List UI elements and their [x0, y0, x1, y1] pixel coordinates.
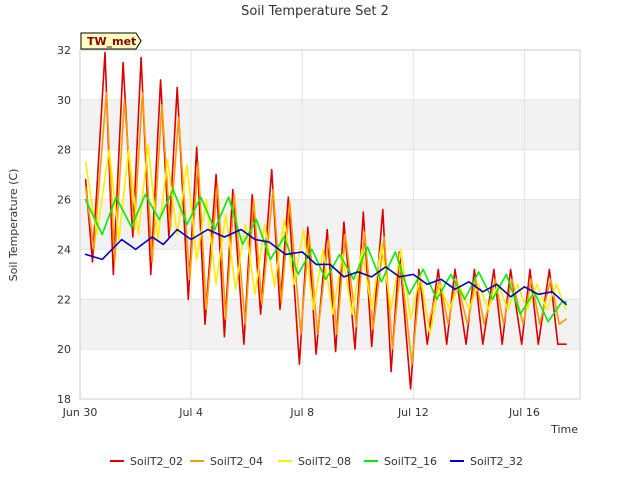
plot-background — [80, 50, 580, 399]
legend: SoilT2_02 SoilT2_04 SoilT2_08 SoilT2_16 Soil… — [110, 455, 523, 468]
x-tick-label: Jun 30 — [62, 406, 98, 419]
site-badge: TW_met — [80, 32, 142, 50]
y-tick-label: 20 — [57, 343, 71, 356]
shaded-band-0 — [80, 299, 580, 350]
legend-item-soilt2-02: SoilT2_02 — [110, 455, 183, 468]
series-lines — [84, 51, 567, 390]
x-tick-label: Jul 12 — [397, 406, 429, 419]
y-axis-label: Soil Temperature (C) — [7, 169, 20, 282]
legend-item-soilt2-04: SoilT2_04 — [190, 455, 263, 468]
x-tick-label: Jul 16 — [508, 406, 540, 419]
series-line-soilt2-02 — [84, 51, 567, 390]
x-tick-label: Jul 8 — [289, 406, 314, 419]
y-tick-label: 30 — [57, 94, 71, 107]
x-axis-label: Time — [550, 423, 578, 436]
legend-item-soilt2-08: SoilT2_08 — [278, 455, 351, 468]
legend-label: SoilT2_02 — [130, 455, 183, 468]
plot-frame — [79, 49, 581, 400]
shaded-band-1 — [80, 199, 580, 250]
y-tick-label: 22 — [57, 293, 71, 306]
y-tick-label: 28 — [57, 144, 71, 157]
site-badge-label: TW_met — [87, 35, 136, 48]
legend-item-soilt2-16: SoilT2_16 — [364, 455, 437, 468]
legend-item-soilt2-32: SoilT2_32 — [450, 455, 523, 468]
y-tick-label: 26 — [57, 194, 71, 207]
series-line-soilt2-08 — [84, 143, 567, 336]
y-tick-label: 18 — [57, 393, 71, 406]
legend-label: SoilT2_08 — [298, 455, 351, 468]
site-badge-box — [80, 32, 142, 50]
shaded-band-2 — [80, 99, 580, 150]
y-tick-labels: 18 20 22 24 26 28 30 32 — [57, 44, 71, 406]
legend-label: SoilT2_04 — [210, 455, 263, 468]
series-line-soilt2-32 — [84, 228, 567, 306]
y-tick-label: 32 — [57, 44, 71, 57]
x-tick-labels: Jun 30 Jul 4 Jul 8 Jul 12 Jul 16 — [62, 406, 540, 419]
legend-label: SoilT2_16 — [384, 455, 437, 468]
legend-label: SoilT2_32 — [470, 455, 523, 468]
x-tick-label: Jul 4 — [178, 406, 203, 419]
y-tick-label: 24 — [57, 243, 71, 256]
chart-title: Soil Temperature Set 2 — [241, 4, 389, 19]
